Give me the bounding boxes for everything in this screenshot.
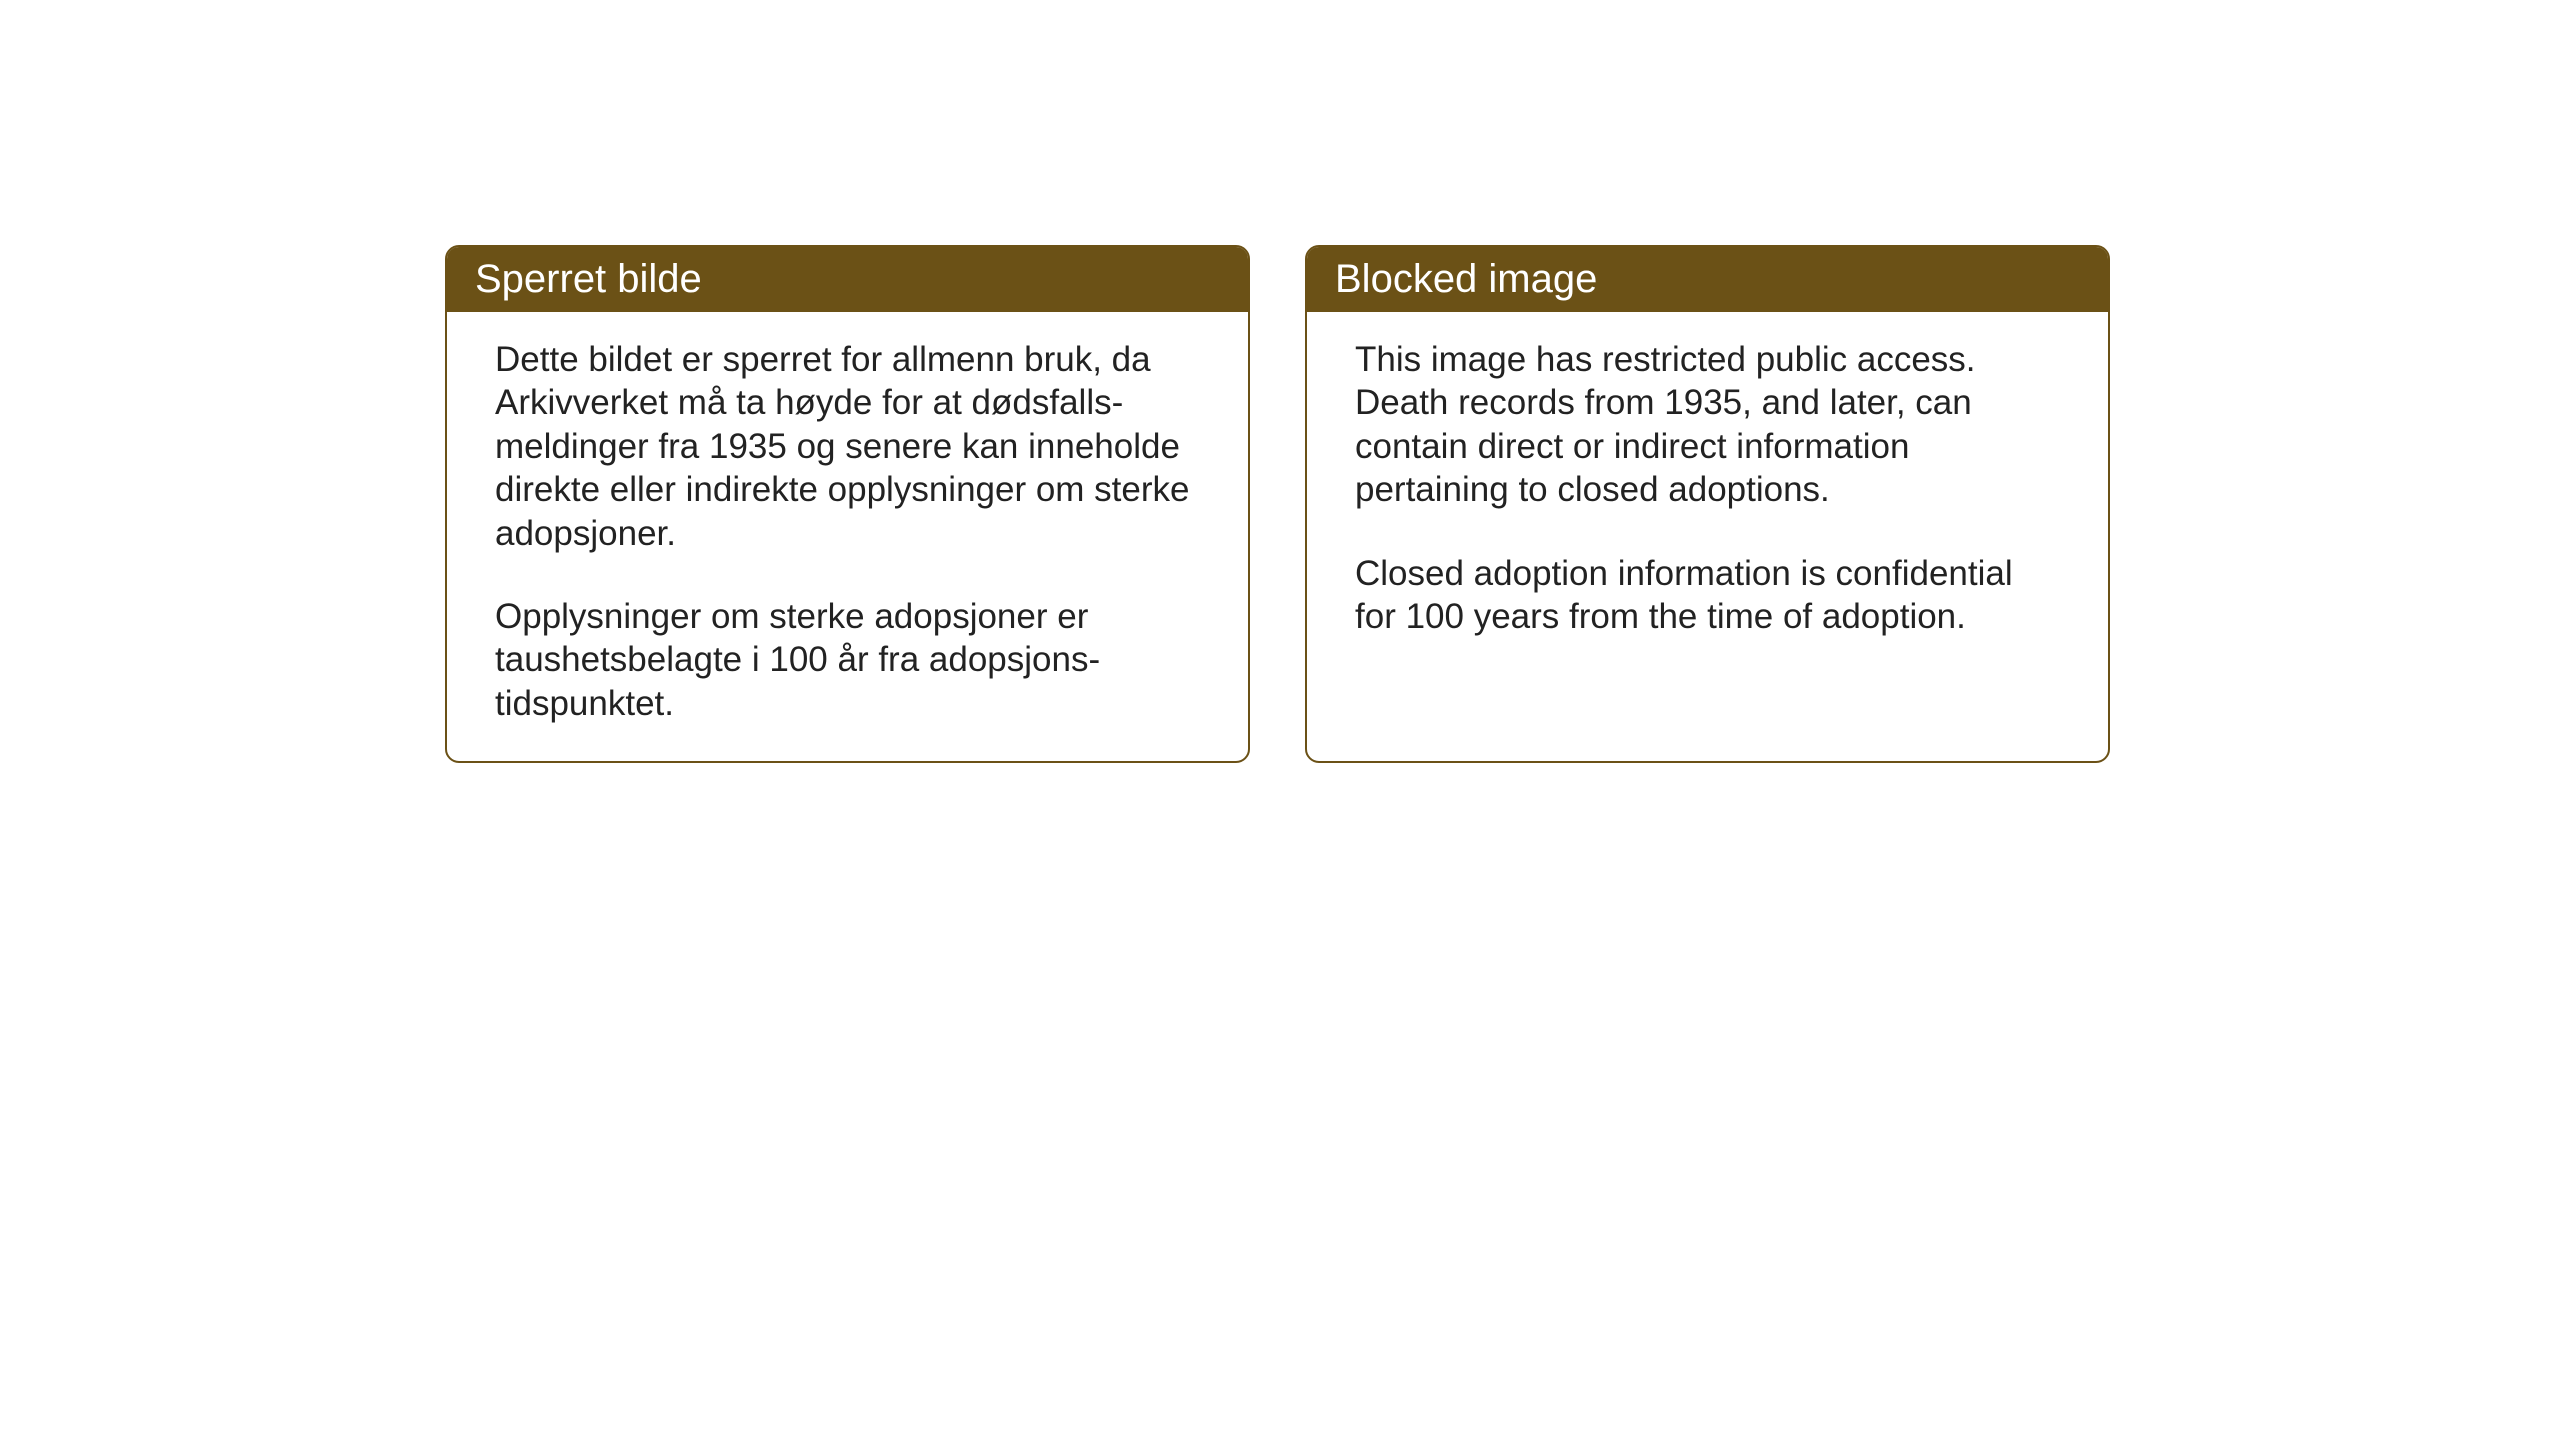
card-body-norwegian: Dette bildet er sperret for allmenn bruk… (447, 312, 1248, 761)
notice-card-english: Blocked image This image has restricted … (1305, 245, 2110, 763)
card-title-norwegian: Sperret bilde (475, 257, 702, 301)
card-paragraph-english-2: Closed adoption information is confident… (1355, 552, 2060, 639)
card-body-english: This image has restricted public access.… (1307, 312, 2108, 674)
card-header-english: Blocked image (1307, 247, 2108, 312)
notice-card-norwegian: Sperret bilde Dette bildet er sperret fo… (445, 245, 1250, 763)
card-paragraph-norwegian-2: Opplysninger om sterke adopsjoner er tau… (495, 595, 1200, 725)
notice-container: Sperret bilde Dette bildet er sperret fo… (445, 245, 2110, 763)
card-paragraph-english-1: This image has restricted public access.… (1355, 338, 2060, 512)
card-paragraph-norwegian-1: Dette bildet er sperret for allmenn bruk… (495, 338, 1200, 555)
card-title-english: Blocked image (1335, 257, 1597, 301)
card-header-norwegian: Sperret bilde (447, 247, 1248, 312)
